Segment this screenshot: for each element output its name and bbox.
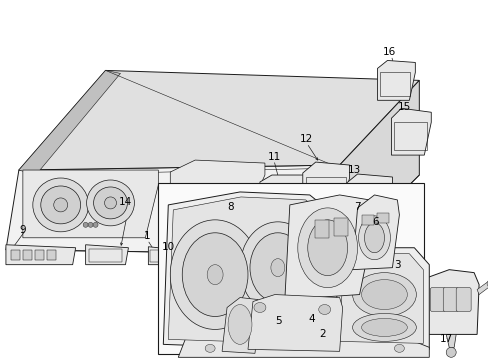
Bar	[349, 188, 386, 223]
Ellipse shape	[352, 273, 415, 316]
Polygon shape	[247, 294, 342, 351]
Text: 4: 4	[308, 314, 314, 324]
Ellipse shape	[307, 220, 347, 276]
Bar	[35, 250, 44, 260]
Polygon shape	[285, 195, 374, 300]
Text: 3: 3	[393, 260, 400, 270]
Bar	[377, 213, 388, 223]
Bar	[150, 250, 175, 262]
Ellipse shape	[227, 305, 251, 345]
Text: 14: 14	[119, 197, 132, 207]
Ellipse shape	[41, 186, 81, 224]
Ellipse shape	[358, 216, 389, 260]
Ellipse shape	[93, 187, 127, 219]
Text: 6: 6	[371, 217, 378, 227]
Bar	[88, 249, 122, 262]
Polygon shape	[390, 108, 430, 155]
FancyBboxPatch shape	[429, 288, 444, 311]
Polygon shape	[352, 195, 399, 270]
Bar	[314, 220, 328, 238]
Ellipse shape	[446, 347, 455, 357]
Polygon shape	[163, 192, 334, 349]
Polygon shape	[332, 248, 428, 349]
Ellipse shape	[394, 345, 404, 352]
FancyBboxPatch shape	[455, 288, 470, 311]
Polygon shape	[6, 245, 76, 265]
FancyBboxPatch shape	[442, 288, 457, 311]
Text: 9: 9	[20, 225, 26, 235]
Text: 11: 11	[268, 152, 281, 162]
Ellipse shape	[352, 314, 415, 341]
Ellipse shape	[104, 197, 116, 209]
Polygon shape	[476, 282, 488, 294]
Polygon shape	[377, 60, 414, 100]
Ellipse shape	[170, 220, 260, 329]
Text: 16: 16	[382, 48, 395, 58]
Ellipse shape	[249, 233, 305, 302]
Text: 12: 12	[300, 134, 313, 144]
Bar	[263, 185, 300, 215]
Text: 17: 17	[439, 334, 452, 345]
Ellipse shape	[253, 302, 265, 312]
Ellipse shape	[88, 222, 93, 227]
Ellipse shape	[318, 305, 330, 315]
Ellipse shape	[270, 259, 285, 276]
Ellipse shape	[182, 233, 247, 316]
Bar	[394, 122, 427, 150]
Polygon shape	[168, 197, 327, 343]
Polygon shape	[85, 245, 128, 265]
Text: 8: 8	[227, 202, 234, 212]
Bar	[47, 250, 56, 260]
Ellipse shape	[361, 319, 407, 336]
Text: 2: 2	[319, 329, 325, 339]
Bar	[380, 72, 409, 96]
Text: 10: 10	[162, 242, 175, 252]
Text: 13: 13	[347, 165, 361, 175]
Ellipse shape	[263, 319, 272, 329]
Ellipse shape	[240, 222, 315, 314]
Text: 7: 7	[353, 202, 360, 212]
Polygon shape	[23, 170, 158, 238]
Polygon shape	[19, 71, 120, 175]
Polygon shape	[346, 174, 392, 228]
Ellipse shape	[361, 280, 407, 310]
Ellipse shape	[83, 222, 88, 227]
Ellipse shape	[364, 223, 384, 253]
Polygon shape	[6, 165, 339, 255]
Ellipse shape	[93, 222, 98, 227]
Polygon shape	[302, 162, 349, 222]
Bar	[11, 250, 20, 260]
Polygon shape	[19, 71, 419, 170]
Bar	[158, 183, 424, 354]
Text: 15: 15	[397, 102, 410, 112]
Bar	[361, 215, 373, 225]
Ellipse shape	[33, 178, 88, 232]
Polygon shape	[148, 247, 178, 265]
Bar	[357, 218, 377, 226]
Ellipse shape	[297, 208, 357, 288]
Ellipse shape	[54, 198, 67, 212]
Bar	[305, 177, 345, 217]
Bar	[23, 250, 32, 260]
Ellipse shape	[252, 321, 263, 332]
Text: 5: 5	[275, 316, 282, 327]
Polygon shape	[260, 175, 304, 220]
Polygon shape	[222, 298, 260, 353]
Bar	[333, 218, 347, 236]
Ellipse shape	[486, 280, 488, 288]
Ellipse shape	[243, 324, 252, 334]
Polygon shape	[178, 339, 428, 357]
Ellipse shape	[207, 265, 223, 285]
Polygon shape	[446, 334, 455, 347]
Polygon shape	[339, 80, 419, 255]
Polygon shape	[337, 254, 423, 343]
Text: 1: 1	[144, 231, 150, 241]
Ellipse shape	[86, 180, 134, 226]
Polygon shape	[170, 160, 264, 220]
Ellipse shape	[205, 345, 215, 352]
Polygon shape	[422, 270, 478, 334]
